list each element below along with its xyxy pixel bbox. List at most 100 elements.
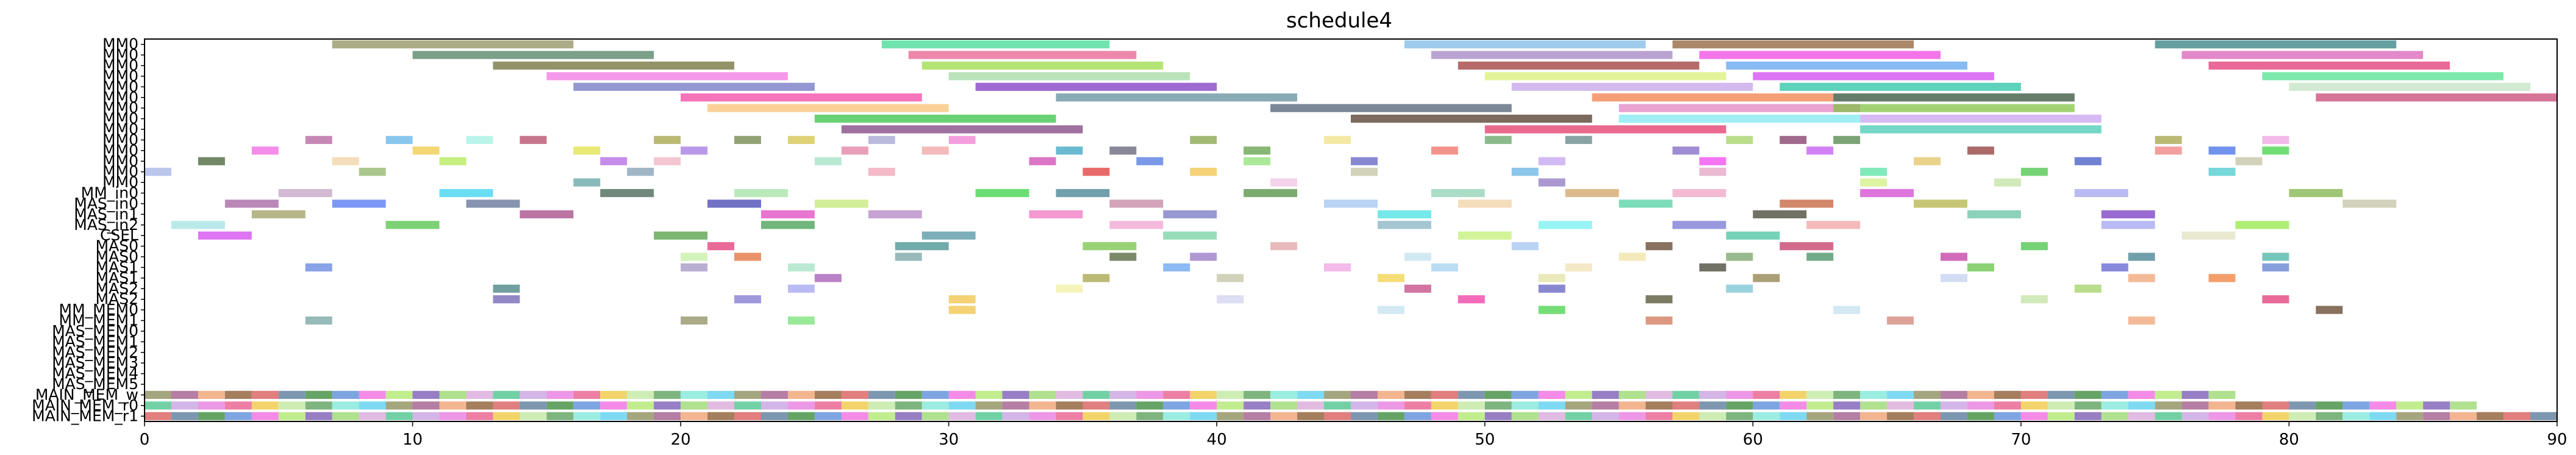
schedule-bar [412,51,654,59]
schedule-bar [881,40,1110,49]
schedule-bar [2262,135,2289,145]
schedule-bar [1029,157,1056,165]
memory-transfer-bar [787,401,815,410]
schedule-bar [1726,61,1967,70]
schedule-bar [1484,72,1726,81]
memory-transfer-bar [2289,412,2316,420]
schedule-bar [1458,295,1485,304]
y-tick-label: MM0 [102,88,138,106]
schedule-bar [921,146,949,155]
memory-transfer-bar [787,390,815,399]
memory-transfer-bar [2101,401,2128,410]
schedule-bar [385,135,413,145]
memory-transfer-bar [1270,412,1298,420]
schedule-bar [439,188,493,198]
memory-transfer-bar [1994,390,2021,399]
memory-transfer-bar [1967,401,1994,410]
memory-transfer-bar [1619,412,1646,420]
y-tick-label: MM0 [102,77,138,95]
memory-transfer-bar [520,412,547,420]
memory-transfer-bar [1163,412,1190,420]
schedule-bar [1458,61,1700,70]
chart-title: schedule4 [1286,9,1392,33]
memory-transfer-bar [359,412,386,420]
memory-transfer-bar [1029,401,1056,410]
memory-transfer-bar [1860,412,1887,420]
schedule-bar [171,221,225,229]
memory-transfer-bar [1726,401,1753,410]
memory-transfer-bar [305,401,332,410]
memory-transfer-bar [2208,390,2236,399]
memory-transfer-bar [1672,390,1700,399]
schedule-bar [1619,104,1861,112]
y-tick-label: MM0 [102,142,138,159]
memory-transfer-bar [2128,401,2155,410]
memory-transfer-bar [385,412,413,420]
schedule-bar [1565,263,1592,272]
schedule-bar [2289,188,2343,198]
memory-transfer-bar [1699,390,1726,399]
schedule-bar [948,72,1190,81]
memory-transfer-bar [2020,390,2048,399]
memory-transfer-bar [2396,401,2424,410]
schedule-bar [1806,146,1834,155]
memory-transfer-bar [921,412,949,420]
schedule-bar [2128,253,2155,261]
schedule-bar [1324,199,1378,208]
schedule-bar [2181,231,2236,240]
memory-transfer-bar [1404,401,1431,410]
memory-transfer-bar [1941,401,1967,410]
memory-transfer-bar [520,401,547,410]
memory-transfer-bar [1136,390,1164,399]
memory-transfer-bar [1565,390,1592,399]
schedule-bar [1511,82,1753,91]
memory-transfer-bar [1860,401,1887,410]
schedule-bar [2342,199,2397,208]
memory-transfer-bar [2208,412,2236,420]
schedule-bar [1270,242,1298,251]
memory-transfer-bar [1377,401,1404,410]
memory-transfer-bar [948,412,976,420]
schedule-bar [1458,199,1512,208]
memory-transfer-bar [171,401,198,410]
memory-transfer-bar [2155,390,2182,399]
schedule-bar [1351,115,1592,123]
schedule-bar [2316,306,2343,314]
y-tick-label: MAS0 [96,237,138,255]
schedule-bar [1914,157,1941,165]
memory-transfer-bar [1887,412,1914,420]
memory-transfer-bar [412,390,440,399]
memory-transfer-bar [681,412,708,420]
memory-transfer-bar [1645,401,1673,410]
memory-transfer-bar [895,390,922,399]
memory-transfer-bar [1217,390,1244,399]
schedule-bar [1914,199,1967,208]
schedule-bar [2074,284,2102,293]
memory-transfer-bar [1672,401,1700,410]
memory-transfer-bar [2423,412,2450,420]
schedule-bar [1645,316,1673,325]
schedule-bar [814,274,842,282]
memory-transfer-bar [332,412,359,420]
y-tick-label: MAIN_MEM_w [35,385,138,403]
memory-transfer-bar [868,390,895,399]
bars-layer [145,40,2557,420]
memory-transfer-bar [2342,401,2370,410]
memory-transfer-bar [573,412,601,420]
schedule-bar [921,61,1164,70]
memory-transfer-bar [600,412,628,420]
schedule-bar [1645,242,1673,251]
memory-transfer-bar [439,390,467,399]
memory-transfer-bar [2262,412,2289,420]
y-tick-label: MAIN_MEM_r1 [32,407,138,425]
memory-transfer-bar [359,401,386,410]
memory-transfer-bar [278,390,306,399]
schedule-bar [466,199,520,208]
memory-transfer-bar [1082,401,1110,410]
memory-transfer-bar [412,401,440,410]
schedule-bar [975,82,1217,91]
schedule-bar [814,115,1056,123]
memory-transfer-bar [1243,390,1271,399]
schedule-bar [1511,168,1539,176]
memory-transfer-bar [2503,412,2531,420]
